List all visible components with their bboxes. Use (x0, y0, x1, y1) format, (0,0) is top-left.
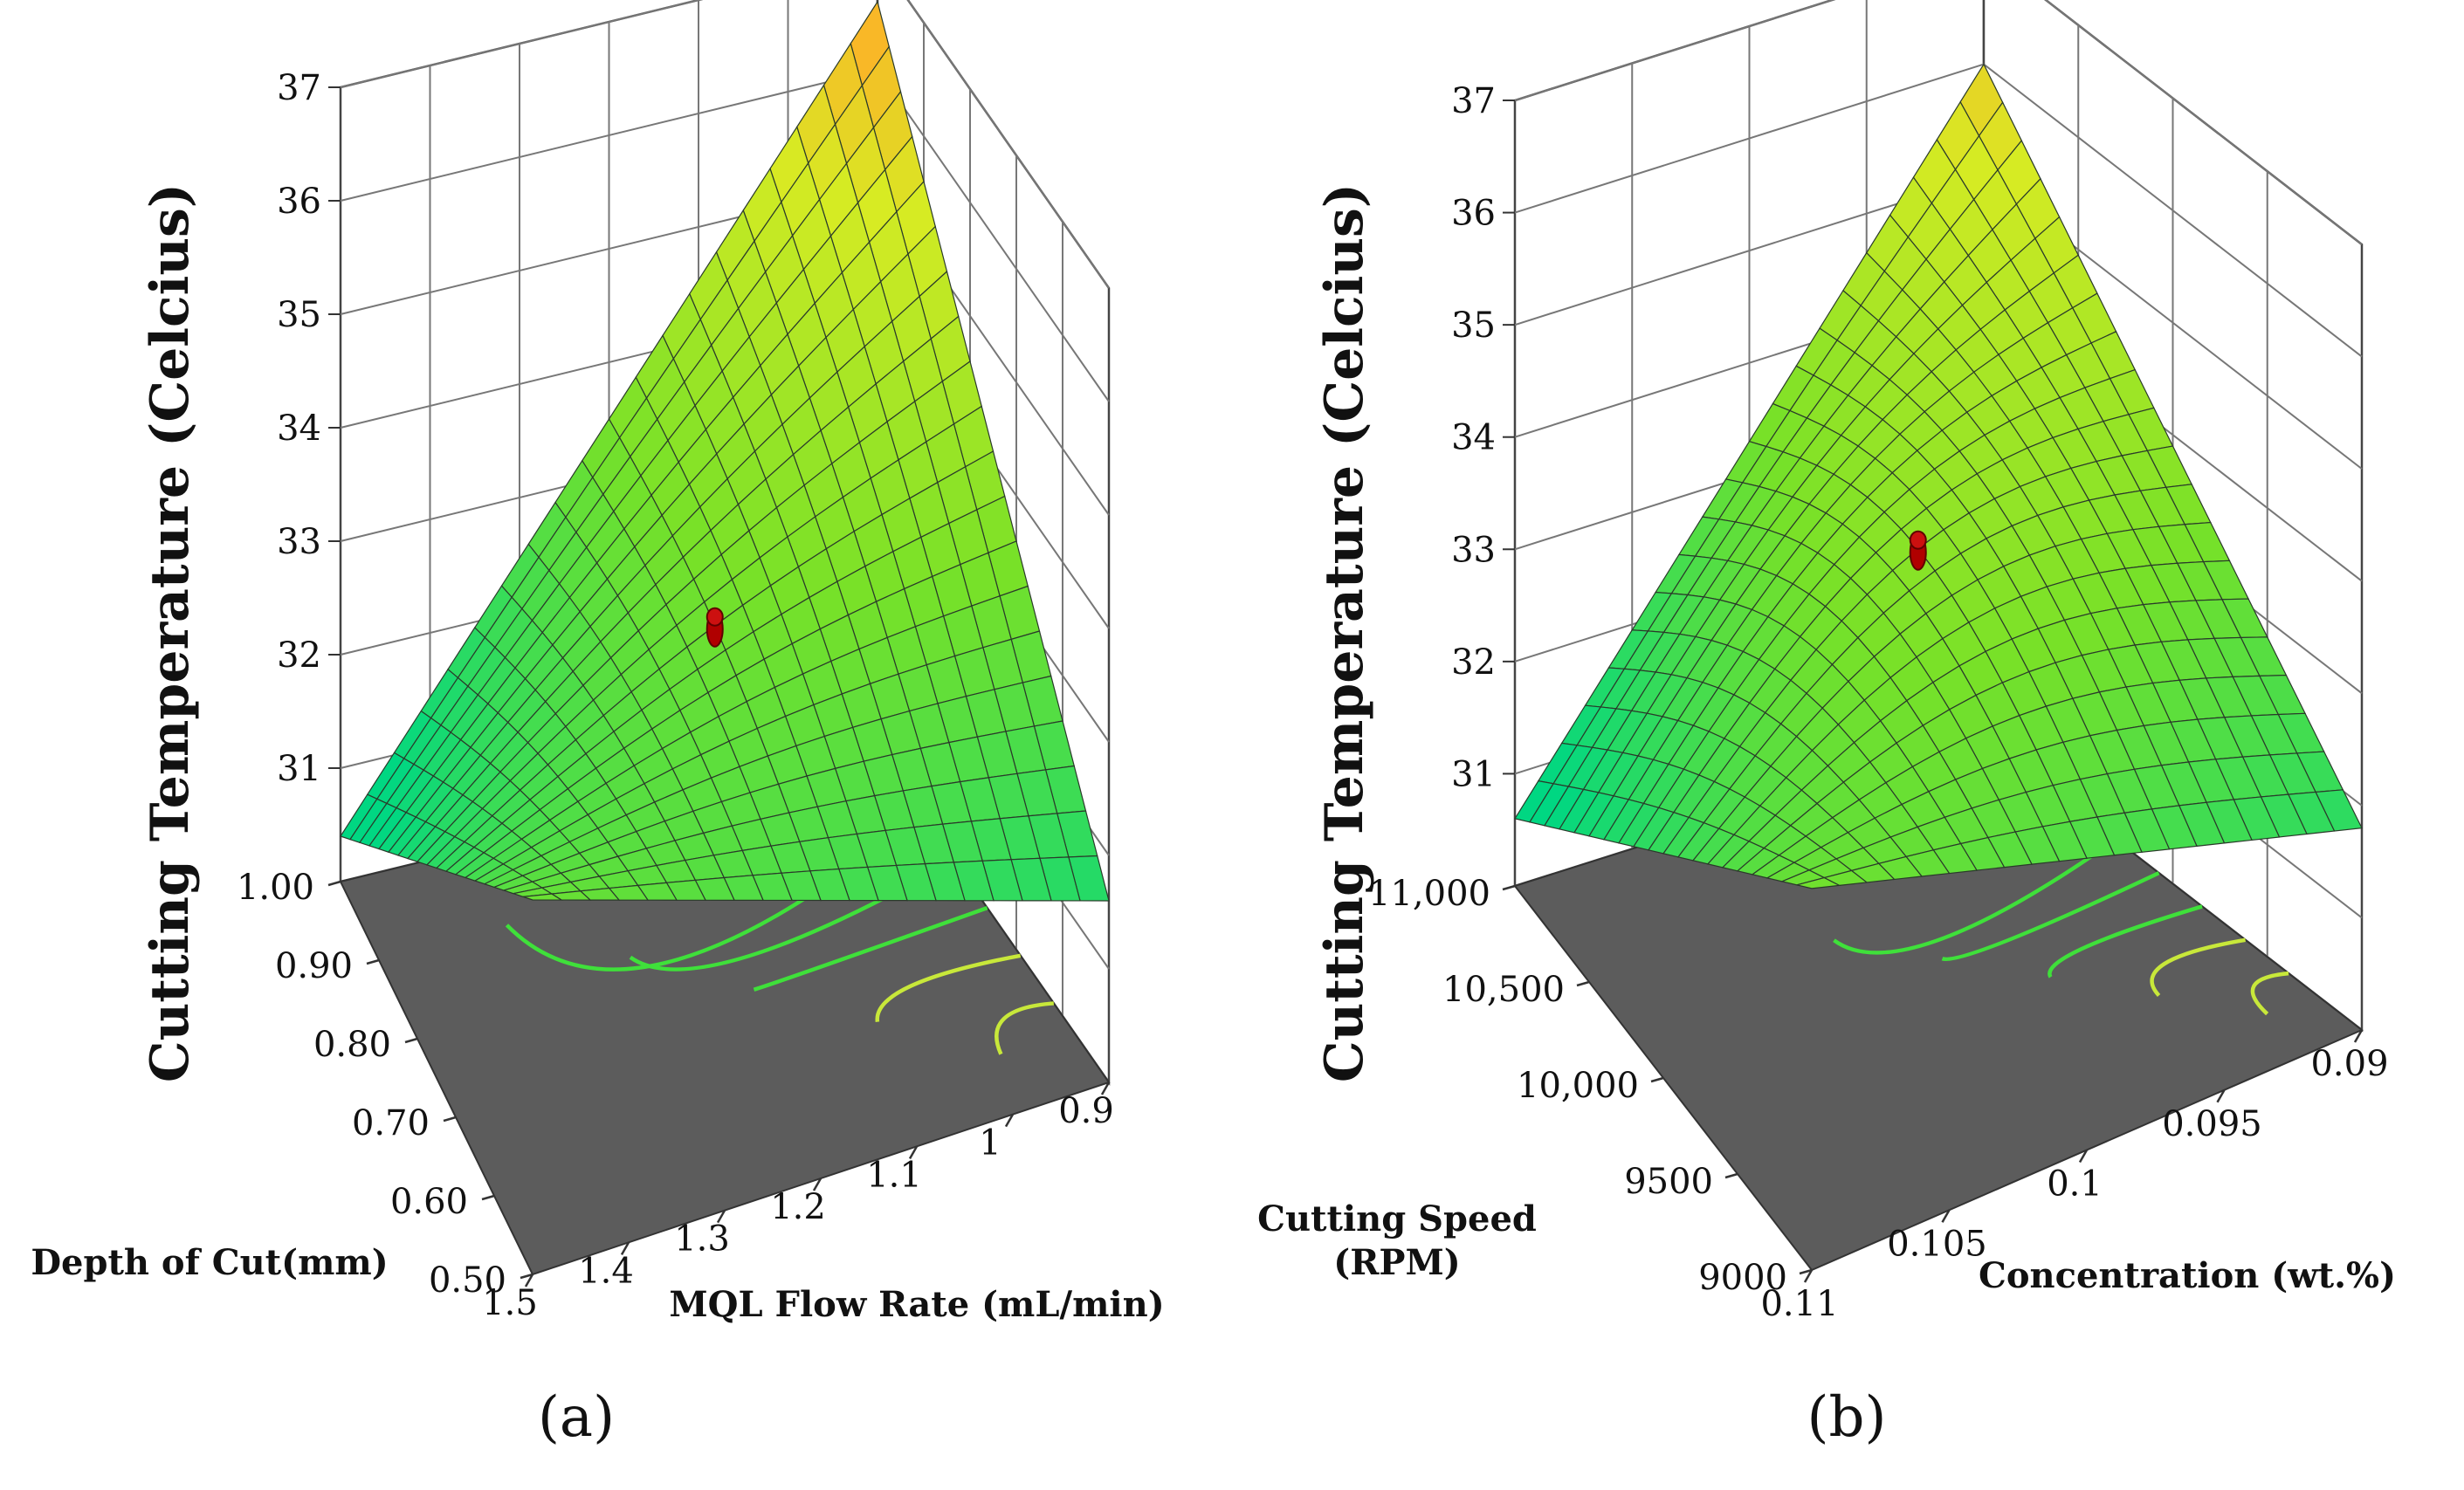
x-tick-label: 0.095 (2162, 1104, 2262, 1144)
z-axis-title: Cutting Temperature (Celcius) (1314, 183, 1375, 1082)
z-tick-label: 35 (277, 295, 321, 335)
x-tick-mark (2216, 1089, 2226, 1103)
z-tick-label: 33 (1451, 530, 1496, 570)
x-tick-label: 1.4 (578, 1251, 634, 1291)
y-tick-mark (404, 1037, 418, 1044)
y-tick-label: 0.70 (352, 1103, 430, 1143)
x-axis-title: Concentration (wt.%) (1979, 1255, 2396, 1296)
z-axis-title: Cutting Temperature (Celcius) (140, 183, 201, 1082)
surface-cell (522, 893, 564, 901)
z-gridline (1514, 0, 2363, 245)
x-tick-label: 0.9 (1058, 1091, 1114, 1131)
y-tick-mark (1576, 980, 1590, 987)
center-point-glyph (1909, 530, 1927, 550)
y-tick-mark (443, 1116, 457, 1123)
y-axis-title-line: Cutting Speed (1257, 1198, 1537, 1239)
x-tick-label: 1 (979, 1123, 1001, 1164)
y-tick-label: 10,500 (1442, 970, 1565, 1010)
contour-line (2150, 937, 2246, 997)
z-tick-label: 33 (277, 522, 321, 562)
x-tick-mark (1004, 1114, 1015, 1128)
y-tick-mark (1650, 1076, 1664, 1083)
center-point-marker (705, 607, 724, 648)
x-tick-label: 0.1 (2047, 1164, 2103, 1205)
y-axis-title: Depth of Cut(mm) (31, 1242, 388, 1283)
x-axis-title: MQL Flow Rate (mL/min) (669, 1284, 1164, 1325)
z-tick-label: 37 (1451, 81, 1496, 121)
chart-panel-2: 31 32 33 34 35 36 37 0.11 0.105 0.1 0.095 0.09 9000 9… (1257, 0, 2396, 1450)
contour-line (2250, 971, 2289, 1016)
y-tick-mark (520, 1273, 533, 1280)
x-tick-label: 0.09 (2310, 1044, 2388, 1084)
x-tick-label: 0.11 (1760, 1284, 1838, 1324)
center-point-glyph (705, 607, 724, 627)
x-tick-mark (620, 1241, 630, 1255)
contour-line (995, 1001, 1055, 1055)
contour-line (1941, 871, 2160, 962)
y-tick-mark (366, 958, 380, 965)
y-tick-label: 0.50 (429, 1260, 506, 1301)
x-tick-label: 1.5 (482, 1283, 538, 1323)
x-tick-mark (524, 1274, 534, 1287)
x-tick-mark (716, 1210, 726, 1224)
x-tick-mark (1100, 1081, 1111, 1095)
z-tick-label: 32 (277, 635, 321, 676)
y-tick-label: 9500 (1624, 1162, 1713, 1202)
y-tick-label: 0.80 (313, 1025, 391, 1065)
y-tick-label: 10,000 (1517, 1066, 1639, 1106)
contour-line (753, 906, 988, 992)
y-axis-title: Cutting Speed (RPM) (1257, 1198, 1537, 1283)
z-tick-label: 31 (1451, 754, 1496, 794)
x-tick-mark (2353, 1029, 2364, 1043)
panel-label: (b) (1807, 1385, 1887, 1450)
x-tick-mark (812, 1178, 822, 1191)
chart-panel-1: 31 32 33 34 35 36 37 1.5 1.4 1.3 1.2 1.1 1 0.9 0.50 0.6… (31, 0, 1165, 1450)
x-tick-label: 1.1 (866, 1155, 922, 1195)
z-tick-label: 32 (1451, 642, 1496, 683)
z-tick-label: 34 (277, 409, 321, 449)
contour-line (1833, 837, 2117, 955)
center-point-marker (1909, 530, 1927, 571)
x-tick-mark (2078, 1149, 2089, 1164)
x-tick-label: 1.2 (770, 1187, 826, 1227)
z-tick-label: 37 (277, 68, 321, 108)
x-tick-mark (1803, 1269, 1814, 1283)
panel-label: (a) (538, 1385, 615, 1450)
surface-cell (1796, 876, 1841, 889)
x-tick-mark (908, 1145, 919, 1159)
x-tick-label: 0.105 (1887, 1224, 1987, 1264)
y-tick-label: 0.60 (390, 1182, 468, 1222)
contour-line (2048, 904, 2203, 978)
x-tick-mark (1941, 1209, 1951, 1223)
response-surface (340, 0, 1110, 902)
y-tick-label: 1.00 (237, 868, 314, 908)
contour-line (875, 953, 1022, 1023)
z-tick-label: 31 (277, 749, 321, 789)
z-tick-label: 36 (277, 182, 321, 222)
y-tick-mark (327, 880, 341, 887)
y-tick-mark (481, 1194, 495, 1201)
y-axis-title-line: (RPM) (1333, 1242, 1460, 1283)
z-tick-label: 35 (1451, 306, 1496, 346)
response-surface (1514, 63, 2363, 889)
y-tick-mark (1799, 1268, 1813, 1275)
z-tick-label: 34 (1451, 418, 1496, 458)
y-tick-label: 9000 (1698, 1258, 1787, 1298)
x-tick-label: 1.3 (674, 1219, 730, 1260)
z-tick-label: 36 (1451, 194, 1496, 234)
y-tick-label: 11,000 (1368, 874, 1490, 914)
y-tick-label: 0.90 (275, 946, 353, 986)
y-tick-mark (1502, 884, 1516, 891)
y-tick-mark (1724, 1172, 1738, 1179)
